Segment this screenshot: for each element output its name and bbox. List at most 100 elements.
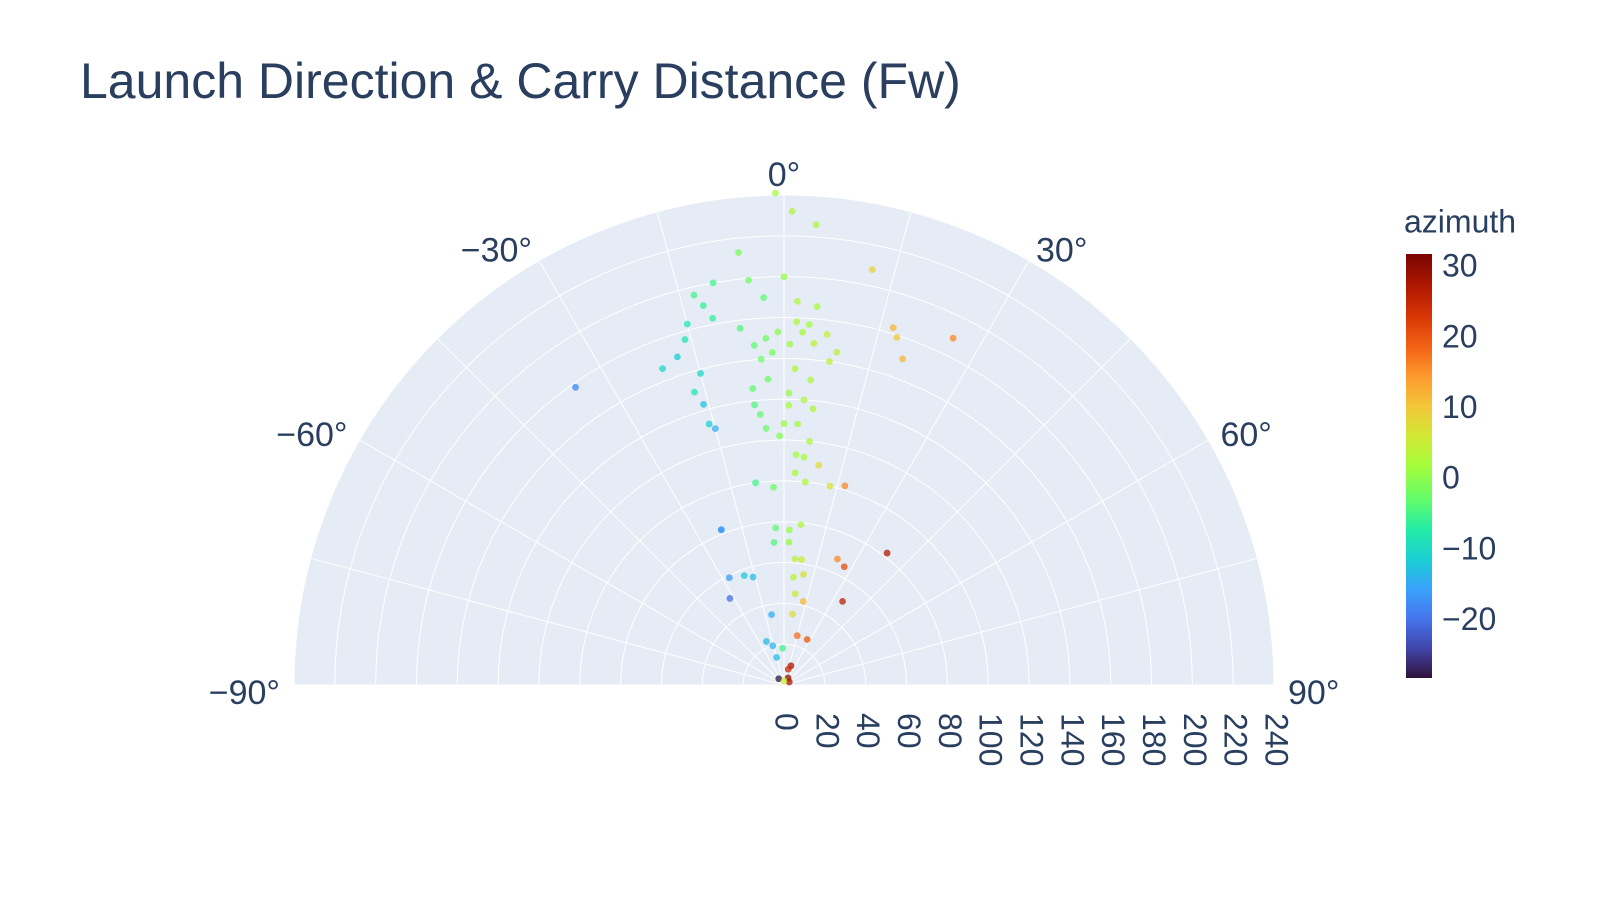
scatter-point — [752, 479, 759, 487]
scatter-point — [893, 334, 901, 341]
scatter-point — [773, 653, 781, 661]
scatter-point — [763, 638, 770, 645]
scatter-point — [791, 590, 799, 598]
angular-grid-line — [359, 439, 785, 686]
scatter-point — [790, 573, 797, 581]
scatter-point — [800, 453, 808, 461]
angular-grid-line — [656, 211, 785, 686]
radial-tick-label: 120 — [1014, 713, 1050, 766]
angular-grid-line — [783, 211, 912, 686]
radial-tick-label: 100 — [973, 713, 1009, 766]
scatter-point — [740, 572, 748, 580]
angular-tick-label: 60° — [1220, 416, 1271, 454]
scatter-point — [705, 420, 713, 428]
scatter-point — [751, 401, 758, 409]
radial-tick-label: 60 — [891, 713, 927, 749]
scatter-point — [690, 291, 698, 299]
angular-grid-line — [783, 338, 1131, 686]
scatter-point — [823, 331, 831, 338]
scatter-point — [786, 340, 794, 348]
radial-tick-label: 80 — [932, 713, 968, 749]
scatter-point — [840, 563, 848, 571]
scatter-point — [735, 249, 742, 256]
polar-grid — [293, 194, 1275, 686]
chart-title: Launch Direction & Carry Distance (Fw) — [80, 53, 961, 109]
scatter-point — [785, 401, 793, 409]
scatter-point — [776, 432, 784, 440]
scatter-point — [826, 482, 834, 490]
colorbar-tick-label: 0 — [1442, 460, 1460, 496]
angular-tick-label: 30° — [1036, 232, 1087, 270]
angular-tick-label: 0° — [768, 156, 801, 194]
angular-tick-label: −60° — [276, 416, 347, 454]
colorbar-tick-label: 30 — [1442, 248, 1478, 284]
colorbar-gradient — [1406, 254, 1432, 678]
scatter-point — [793, 318, 801, 326]
radial-tick-label: 40 — [850, 713, 886, 749]
scatter-point — [793, 632, 801, 640]
scatter-point — [775, 675, 783, 683]
scatter-point — [799, 598, 807, 605]
scatter-points — [572, 189, 957, 686]
scatter-point — [794, 420, 802, 428]
scatter-point — [800, 571, 807, 578]
scatter-point — [789, 610, 797, 618]
radial-tick-label: 20 — [809, 713, 845, 749]
scatter-point — [726, 595, 734, 602]
angular-grid-line — [538, 260, 785, 686]
scatter-point — [770, 483, 778, 491]
scatter-point — [774, 328, 782, 336]
scatter-point — [681, 336, 689, 343]
scatter-point — [889, 324, 897, 332]
scatter-point — [792, 451, 800, 459]
angular-grid-line — [310, 557, 785, 686]
colorbar-tick-label: 20 — [1442, 318, 1478, 354]
scatter-point — [700, 400, 707, 408]
scatter-point — [810, 339, 818, 347]
scatter-point — [899, 355, 907, 363]
scatter-point — [769, 642, 777, 650]
scatter-point — [785, 389, 793, 397]
scatter-point — [839, 597, 846, 605]
angular-tick-label: 90° — [1288, 674, 1339, 712]
scatter-point — [805, 321, 813, 328]
angular-grid-line — [783, 557, 1258, 686]
scatter-point — [757, 355, 765, 363]
scatter-point — [841, 482, 849, 490]
angular-tick-labels: −90° −60° −30° 0° 30° 60° 90° — [209, 156, 1340, 712]
radial-tick-label: 160 — [1095, 713, 1131, 766]
scatter-point — [786, 526, 793, 534]
scatter-point — [801, 478, 809, 486]
scatter-point — [770, 539, 778, 546]
scatter-point — [768, 349, 776, 356]
scatter-point — [717, 526, 725, 534]
scatter-point — [799, 328, 806, 336]
scatter-point — [762, 334, 770, 342]
scatter-point — [815, 461, 823, 469]
scatter-point — [768, 611, 775, 619]
scatter-point — [745, 276, 752, 284]
scatter-point — [780, 273, 788, 281]
radial-tick-label: 0 — [769, 713, 805, 731]
scatter-point — [784, 665, 792, 673]
scatter-point — [709, 279, 717, 287]
scatter-point — [803, 636, 811, 643]
scatter-point — [756, 411, 764, 418]
scatter-point — [572, 383, 579, 391]
scatter-point — [785, 678, 793, 686]
scatter-point — [725, 574, 733, 582]
scatter-point — [883, 549, 891, 557]
colorbar-tick-label: 10 — [1442, 389, 1478, 425]
colorbar: azimuth 30 20 10 0 −10 −20 — [1404, 203, 1516, 678]
radial-tick-label: 220 — [1218, 713, 1254, 766]
scatter-point — [659, 365, 666, 372]
angular-tick-label: −30° — [461, 232, 532, 270]
scatter-point — [780, 420, 788, 428]
scatter-point — [780, 677, 788, 685]
scatter-point — [949, 334, 957, 342]
scatter-point — [793, 298, 801, 305]
scatter-point — [673, 353, 681, 361]
radial-tick-label: 200 — [1177, 713, 1213, 766]
scatter-point — [736, 324, 744, 332]
